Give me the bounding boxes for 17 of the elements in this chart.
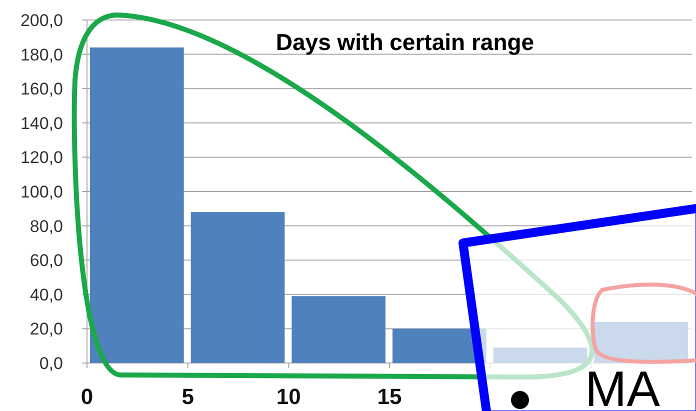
y-tick-label: 40,0 — [30, 285, 63, 304]
x-tick-label: 10 — [276, 384, 301, 409]
y-tick-label: 60,0 — [30, 251, 63, 270]
x-tick-label: 0 — [80, 384, 94, 409]
x-tick-label: 15 — [377, 384, 402, 409]
x-tick-label: 5 — [182, 384, 194, 409]
y-tick-label: 180,0 — [20, 45, 63, 64]
y-tick-label: 200,0 — [20, 10, 63, 30]
y-tick-label: 120,0 — [20, 148, 63, 168]
y-tick-label: 160,0 — [20, 80, 63, 99]
y-tick-label: 140,0 — [20, 114, 63, 133]
y-tick-label: 100,0 — [20, 182, 63, 202]
y-tick-label: 80,0 — [30, 216, 63, 236]
annotation: MA — [585, 361, 661, 411]
chart-title: Days with certain range — [276, 29, 534, 55]
y-tick-label: 20,0 — [30, 320, 63, 339]
y-tick-label: 0,0 — [39, 354, 63, 373]
